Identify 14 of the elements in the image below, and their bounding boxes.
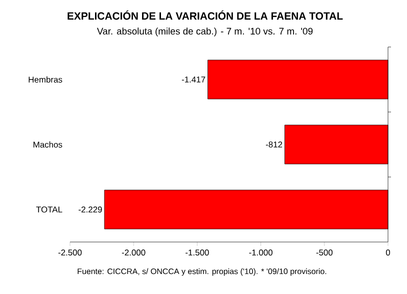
x-tick-label: -1.500 (186, 250, 209, 256)
y-tick-label: Hembras (28, 76, 62, 83)
x-tick-label: 0 (386, 250, 390, 256)
data-label: -2.229 (78, 206, 102, 212)
chart-subtitle: Var. absoluta (miles de cab.) - 7 m. '10 vs. 7 m. '09 (96, 28, 313, 36)
data-label: -812 (266, 142, 282, 148)
x-tick-label: -2.000 (122, 250, 146, 256)
x-tick-label: -2.500 (58, 250, 82, 256)
data-label: -1.417 (182, 76, 206, 82)
y-tick-label: TOTAL (36, 206, 62, 212)
x-tick-label: -1.000 (249, 250, 272, 256)
y-tick-label: Machos (34, 141, 62, 148)
chart-title: EXPLICACIÓN DE LA VARIACIÓN DE LA FAENA TOTAL (68, 10, 343, 20)
x-tick-label: -500 (316, 250, 333, 256)
